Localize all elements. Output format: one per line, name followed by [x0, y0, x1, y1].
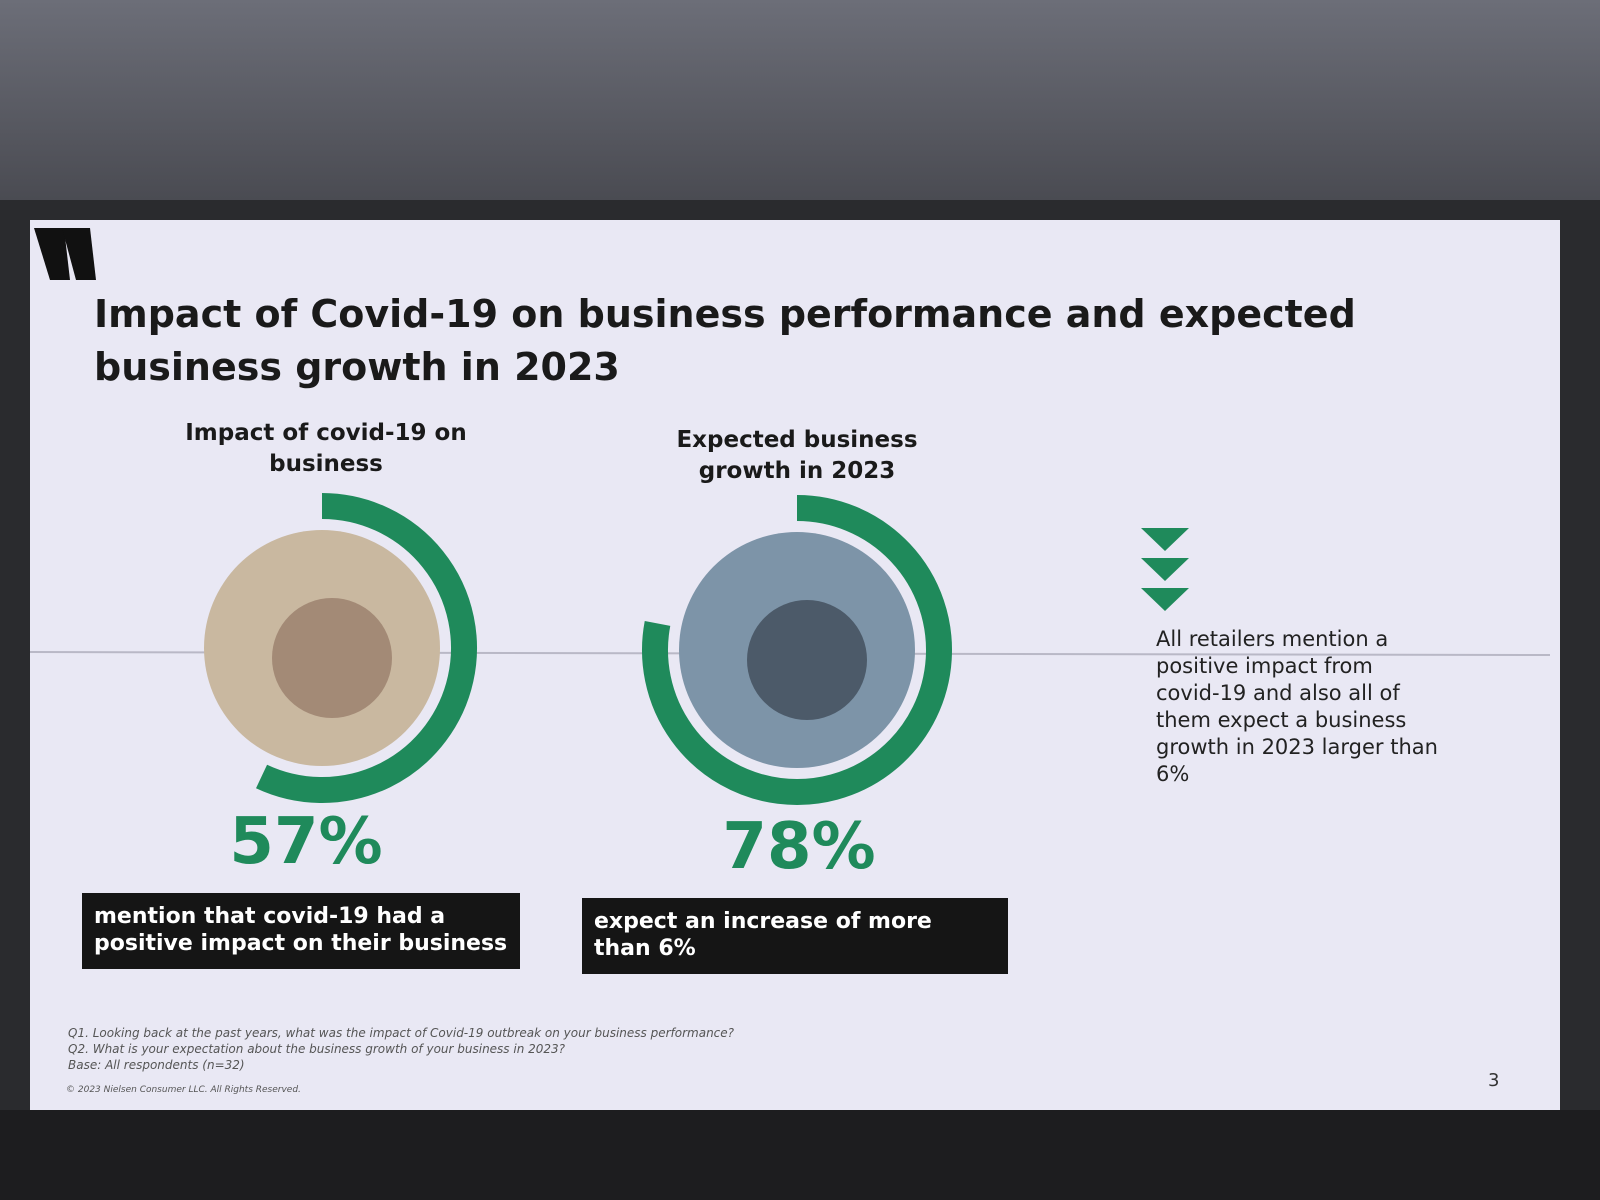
- donut-arc: [256, 493, 477, 803]
- floor: [0, 1110, 1600, 1200]
- footnote: Q2. What is your expectation about the b…: [68, 1042, 566, 1056]
- footnote: Q1. Looking back at the past years, what…: [68, 1026, 735, 1040]
- donuts: [204, 493, 952, 805]
- page-number: 3: [1488, 1070, 1500, 1091]
- note: All retailers mention a positive impact …: [1156, 627, 1438, 786]
- footnote: Base: All respondents (n=32): [68, 1058, 245, 1072]
- logo: [62, 228, 96, 280]
- value-label: 78%: [722, 810, 876, 884]
- caption: mention that covid-19 had a positive imp…: [82, 893, 520, 969]
- caption: expect an increase of more than 6%: [582, 898, 1008, 974]
- arrow: [1141, 588, 1189, 611]
- ceiling: [0, 0, 1600, 200]
- chart-title: Impact of covid-19 on business: [185, 420, 467, 477]
- slide-title: Impact of Covid-19 on business performan…: [94, 292, 1356, 389]
- logo: [34, 228, 70, 280]
- donut-arc: [642, 495, 952, 805]
- chart-title: Expected business growth in 2023: [676, 427, 918, 484]
- arrow: [1141, 528, 1189, 551]
- copyright: © 2023 Nielsen Consumer LLC. All Rights …: [66, 1085, 301, 1095]
- photo-detail: [272, 598, 392, 718]
- value-label: 57%: [229, 805, 383, 879]
- photo-detail: [747, 600, 867, 720]
- arrow: [1141, 558, 1189, 581]
